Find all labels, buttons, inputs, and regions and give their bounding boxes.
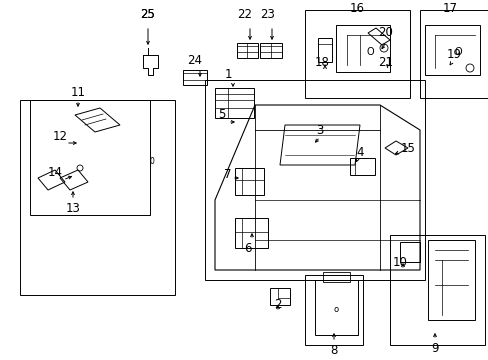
Text: 25: 25 xyxy=(140,9,155,22)
Text: 2: 2 xyxy=(274,298,281,311)
Text: 13: 13 xyxy=(65,202,80,215)
Text: 8: 8 xyxy=(329,343,337,356)
Text: 5: 5 xyxy=(218,108,225,122)
Bar xyxy=(30,100,150,215)
Text: O: O xyxy=(453,47,461,57)
Text: 17: 17 xyxy=(442,1,457,14)
Text: 15: 15 xyxy=(400,141,415,154)
Text: 6: 6 xyxy=(244,242,251,255)
Text: 20: 20 xyxy=(378,26,393,39)
Bar xyxy=(419,10,487,98)
Text: 11: 11 xyxy=(70,85,85,99)
Text: 22: 22 xyxy=(237,9,252,22)
Text: 25: 25 xyxy=(140,9,155,22)
Text: 12: 12 xyxy=(52,130,67,144)
Text: 19: 19 xyxy=(446,49,461,62)
Text: 18: 18 xyxy=(314,55,329,68)
Text: 23: 23 xyxy=(260,9,275,22)
Text: 24: 24 xyxy=(187,54,202,67)
Text: 16: 16 xyxy=(349,1,364,14)
Bar xyxy=(389,235,484,345)
Text: 1: 1 xyxy=(224,68,231,81)
Text: 4: 4 xyxy=(356,145,363,158)
Text: 0: 0 xyxy=(149,158,154,166)
Text: o: o xyxy=(333,306,338,315)
Bar xyxy=(204,80,424,280)
Text: 21: 21 xyxy=(378,55,393,68)
Text: 9: 9 xyxy=(430,342,438,355)
Bar xyxy=(305,10,409,98)
Text: 14: 14 xyxy=(47,166,62,180)
Text: 10: 10 xyxy=(392,256,407,269)
Text: 3: 3 xyxy=(316,123,323,136)
Bar xyxy=(20,100,175,295)
Bar xyxy=(305,275,362,345)
Text: 7: 7 xyxy=(224,168,231,181)
Text: O: O xyxy=(366,47,373,57)
